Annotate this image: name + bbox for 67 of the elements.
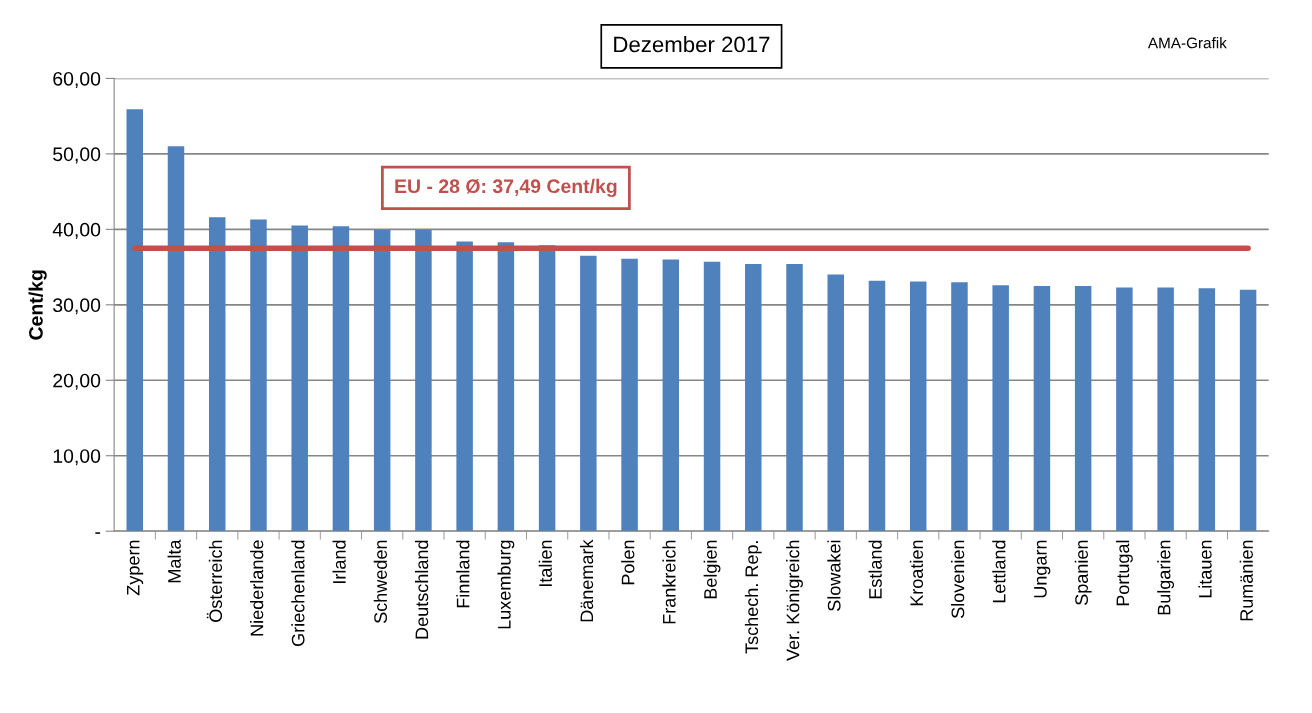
bar (745, 264, 762, 532)
x-tick-label: Portugal (1115, 540, 1133, 606)
bar (662, 259, 680, 532)
bar (621, 258, 638, 532)
x-tick-label: Slowakei (827, 540, 841, 611)
x-tick-label: Malta (167, 539, 181, 583)
x-tick-label: Finnland (456, 540, 470, 608)
x-tick-label: Litauen (1198, 540, 1212, 598)
x-tick-label: Estland (868, 540, 882, 599)
y-tick-label: 20,00 (53, 373, 101, 390)
bar (1116, 287, 1133, 532)
x-tick-label: Dänemark (579, 539, 594, 622)
x-tick-label: Schweden (373, 540, 388, 624)
bar (497, 242, 515, 532)
x-tick-label: Zypern (127, 540, 144, 596)
x-tick-label: Rumänien (1239, 540, 1253, 621)
x-tick-label: Belgien (703, 540, 721, 599)
x-tick-label: Ver. Königreich (786, 540, 803, 661)
bar (250, 219, 267, 532)
y-tick-label: 40,00 (52, 222, 101, 239)
y-tick-label: 50,00 (53, 147, 101, 164)
y-tick-label: 30,00 (53, 298, 101, 315)
bar (373, 230, 391, 532)
bar (951, 282, 968, 532)
x-tick-label: Ungarn (1034, 540, 1051, 598)
bar (868, 280, 886, 532)
bar (1157, 287, 1174, 532)
bar (992, 285, 1009, 532)
bar (208, 217, 226, 532)
text: AMA-Grafik (1147, 37, 1227, 49)
y-tick-label: 10,00 (53, 449, 101, 466)
x-tick-label: Griechenland (291, 540, 305, 646)
x-tick-label: Deutschland (414, 540, 429, 639)
ref-line-label: EU - 28 Ø: 37,49 Cent/kg (395, 178, 617, 198)
x-tick-label: Lettland (992, 540, 1006, 603)
bar (332, 226, 350, 532)
y-tick-label: - (95, 532, 101, 534)
x-tick-label: Italien (538, 540, 552, 587)
y-axis-title: Cent/kg (28, 270, 47, 340)
x-tick-label: Kroatien (909, 540, 924, 606)
x-tick-label: Slovenien (951, 540, 965, 618)
bar (1033, 285, 1051, 532)
bar (909, 281, 927, 532)
bar (1074, 285, 1092, 532)
bar (126, 109, 144, 532)
x-tick-label: Österreich (206, 540, 223, 622)
bar (456, 241, 473, 532)
bar (291, 225, 308, 532)
x-tick-label: Tschech. Rep. (744, 541, 762, 654)
bar (167, 146, 185, 532)
bar (415, 230, 432, 532)
bar (538, 245, 556, 532)
x-tick-label: Niederlande (250, 540, 264, 636)
bar (786, 264, 803, 532)
bar (1198, 288, 1216, 532)
y-tick-label: 60,00 (53, 71, 101, 88)
x-tick-label: Polen (621, 540, 635, 585)
chart-title: Dezember 2017 (614, 35, 770, 53)
x-tick-label: Frankreich (662, 540, 676, 624)
x-tick-label: Bulgarien (1157, 540, 1175, 615)
x-tick-label: Spanien (1074, 540, 1092, 605)
bar (580, 255, 597, 532)
x-tick-label: Luxemburg (497, 540, 515, 629)
x-tick-label: Irland (332, 540, 346, 584)
bar (703, 261, 721, 532)
bar (1239, 289, 1257, 532)
bar (827, 274, 844, 532)
